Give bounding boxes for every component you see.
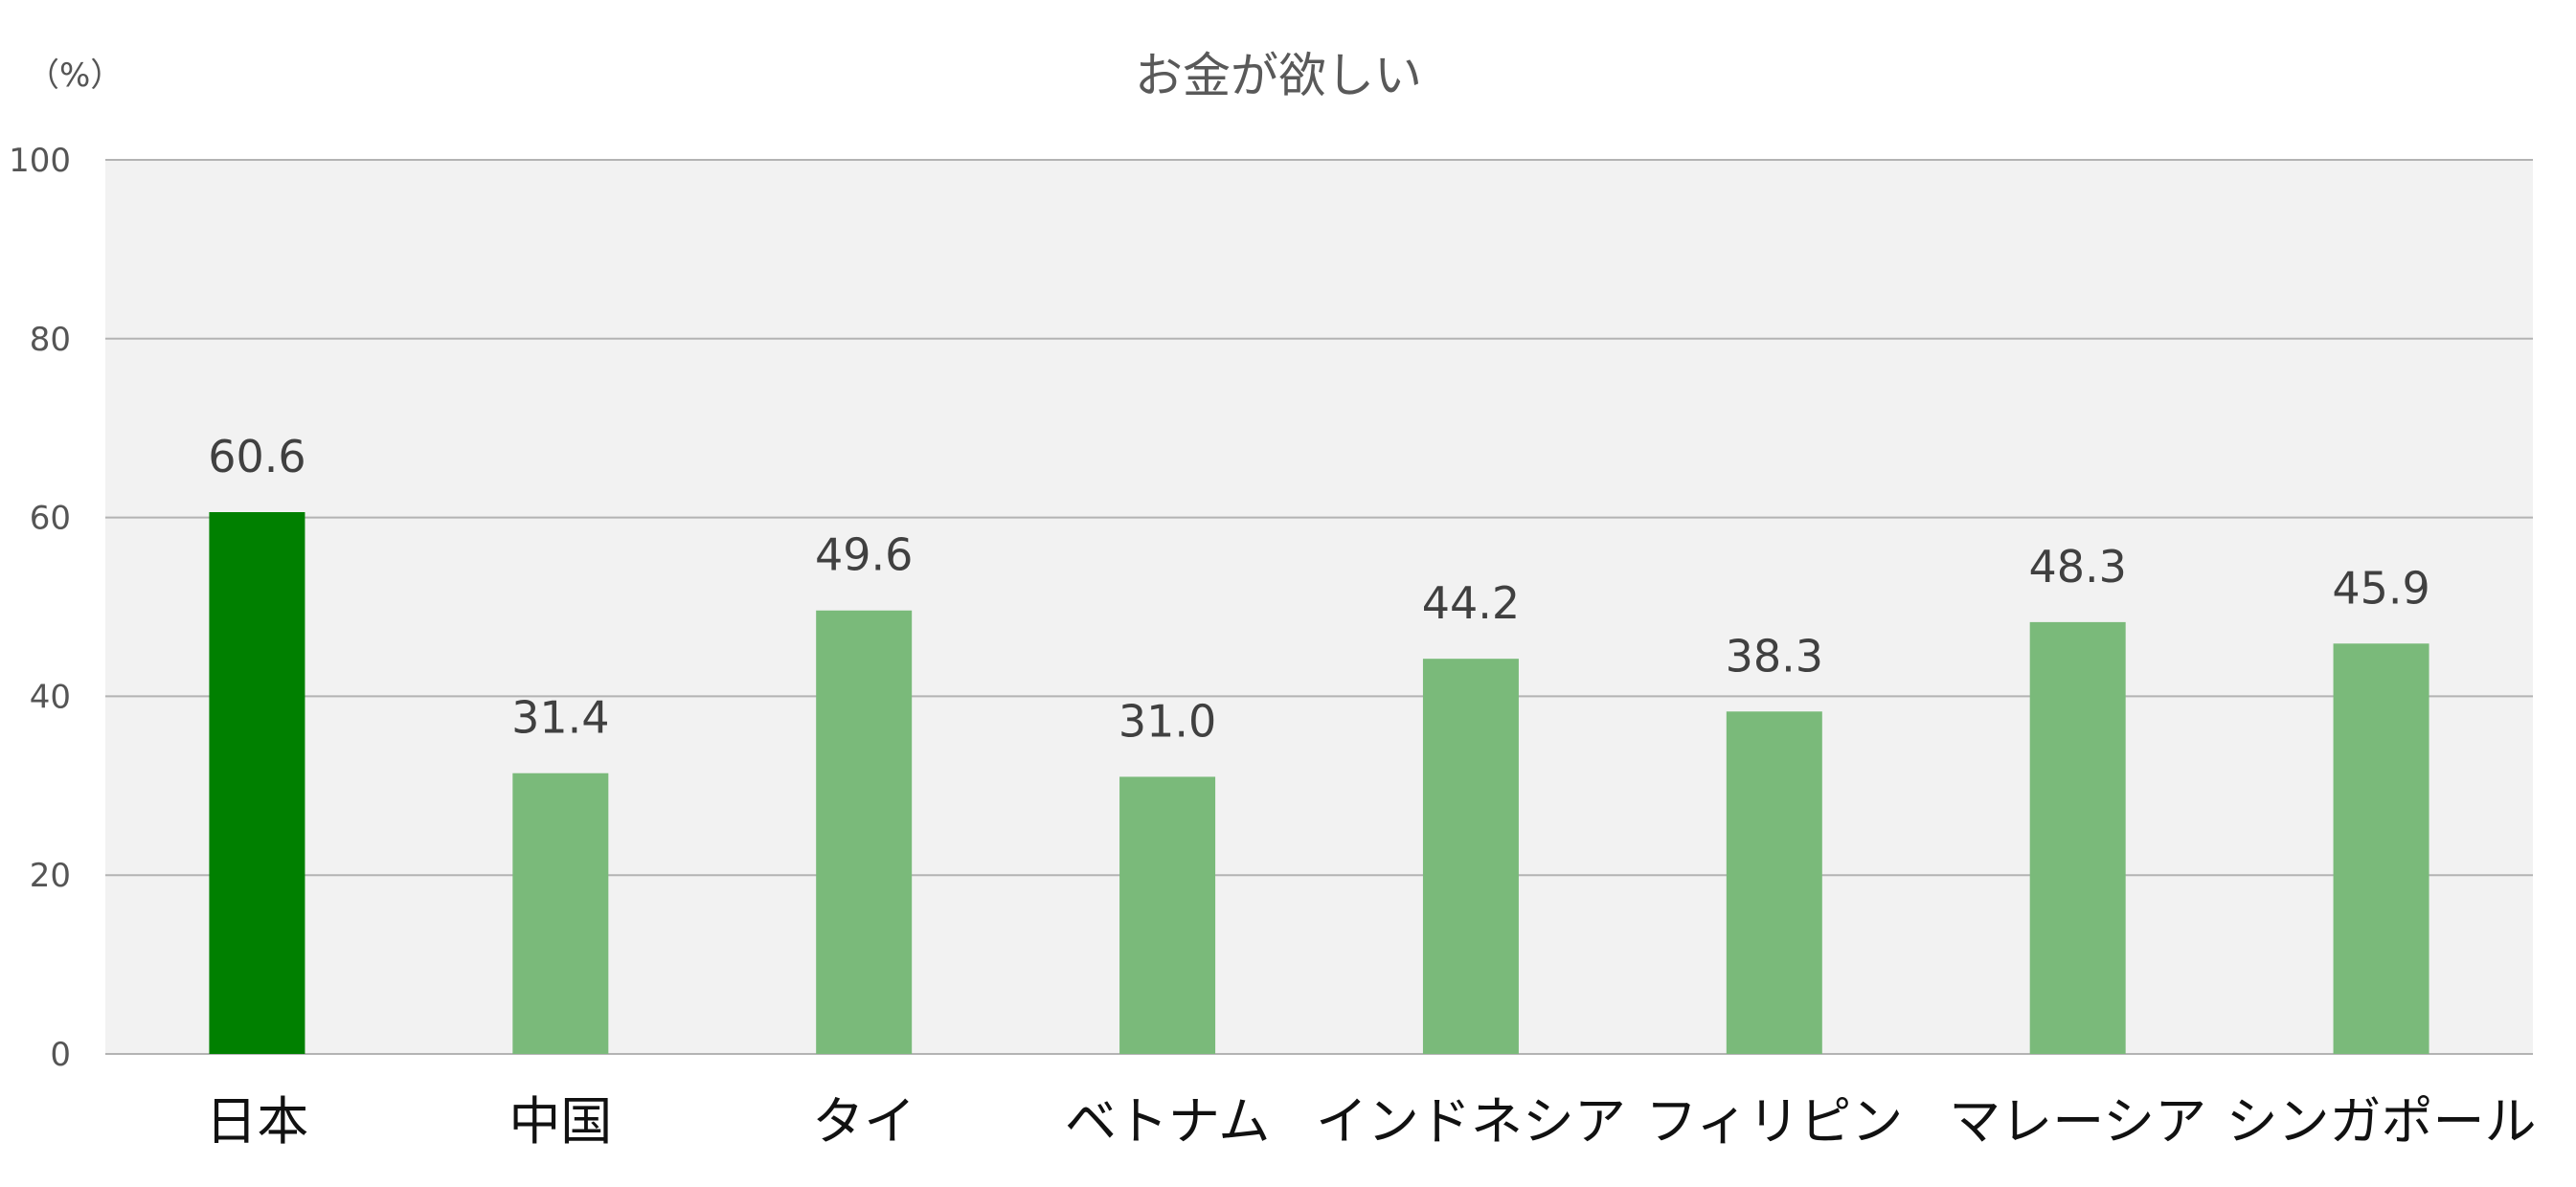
bar: [816, 610, 913, 1054]
bars: [209, 511, 2429, 1054]
category-label: シンガポール: [2226, 1091, 2537, 1152]
chart-title: お金が欲しい: [1135, 48, 1422, 103]
data-label: 49.6: [815, 529, 913, 581]
data-labels: 60.6 31.4 49.6 31.0 44.2 38.3 48.3 45.9: [208, 431, 2430, 747]
plot-area: [105, 160, 2533, 1054]
category-label: マレーシア: [1949, 1091, 2206, 1152]
y-axis-ticks: 0 20 40 60 80 100: [9, 142, 71, 1074]
data-label: 38.3: [1726, 630, 1823, 682]
bar: [1422, 659, 1519, 1054]
y-tick-label: 60: [30, 500, 71, 538]
y-unit-label: （%）: [27, 56, 123, 95]
category-label: フィリピン: [1645, 1091, 1903, 1152]
category-label: 中国: [508, 1091, 612, 1152]
bar: [2029, 621, 2126, 1054]
y-tick-label: 100: [9, 142, 71, 180]
data-label: 31.4: [511, 692, 609, 744]
bar: [512, 773, 609, 1054]
y-tick-label: 0: [50, 1036, 71, 1074]
bar: [1726, 711, 1822, 1054]
data-label: 60.6: [208, 431, 305, 482]
bar: [2333, 643, 2429, 1054]
data-label: 44.2: [1422, 577, 1520, 629]
category-label: ベトナム: [1065, 1091, 1270, 1152]
y-tick-label: 20: [30, 857, 71, 895]
data-label: 48.3: [2028, 541, 2126, 593]
data-label: 45.9: [2332, 562, 2429, 614]
bar: [209, 511, 305, 1054]
category-label: 日本: [205, 1091, 308, 1152]
category-label: インドネシア: [1316, 1091, 1626, 1152]
data-label: 31.0: [1119, 695, 1216, 747]
y-tick-label: 80: [30, 321, 71, 359]
category-labels: 日本 中国 タイ ベトナム インドネシア フィリピン マレーシア シンガポール: [205, 1091, 2536, 1152]
category-label: タイ: [812, 1091, 915, 1152]
bar: [1119, 776, 1216, 1054]
gridlines: [105, 159, 2533, 1055]
y-tick-label: 40: [30, 678, 71, 716]
